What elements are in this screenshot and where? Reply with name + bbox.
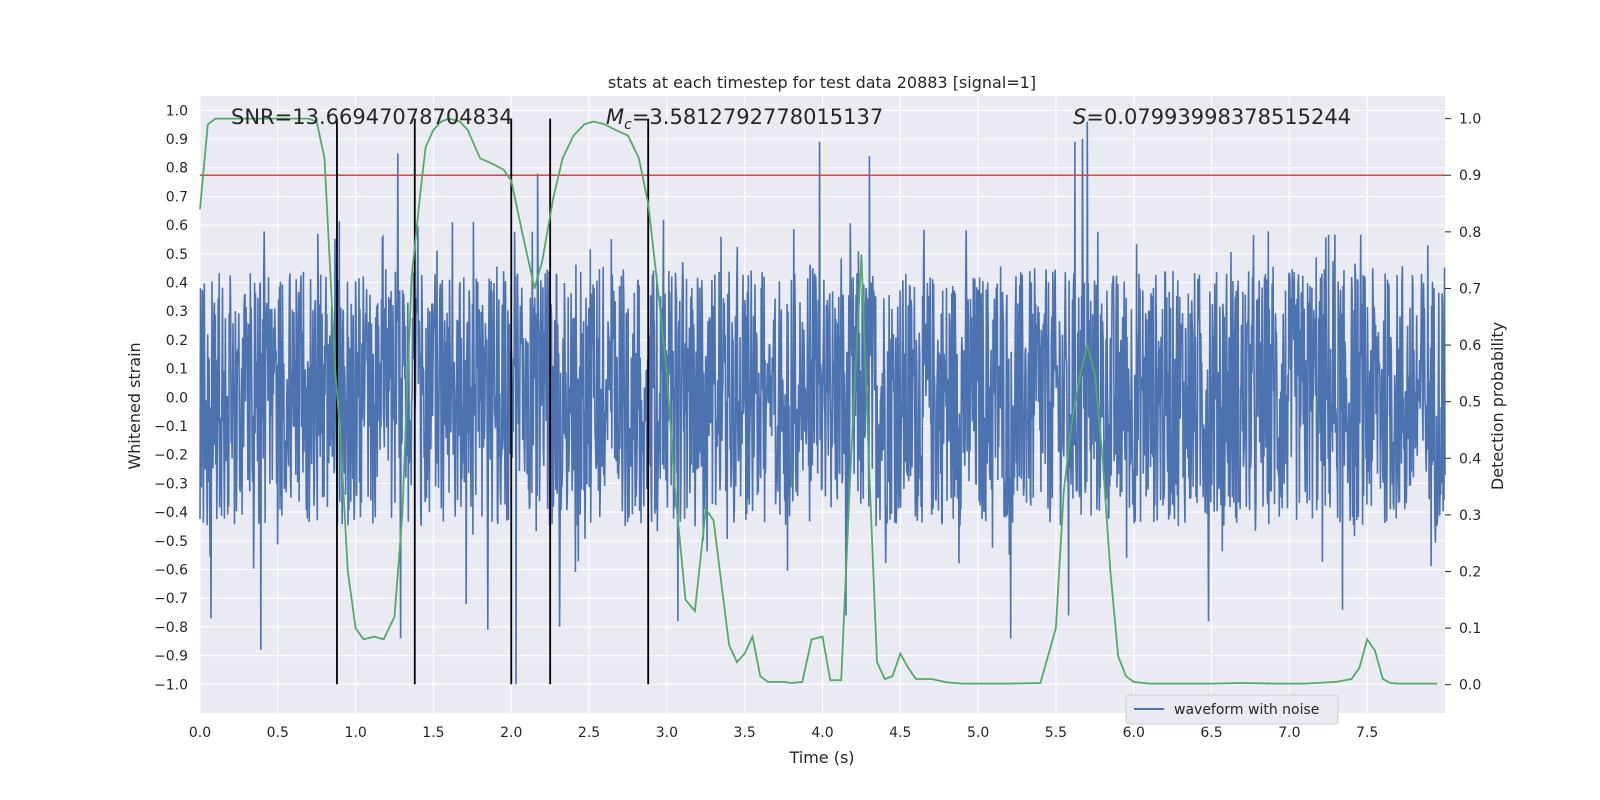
snr-annotation: SNR=13.66947078704834 <box>231 105 513 129</box>
overlay-layer <box>199 117 1445 685</box>
x-tick-label: 2.5 <box>578 725 600 741</box>
y-tick-label: −0.2 <box>154 448 188 464</box>
x-tick-label: 0.0 <box>189 725 211 741</box>
legend: waveform with noise <box>1125 694 1339 725</box>
x-tick-label: 6.0 <box>1123 725 1145 741</box>
x-tick-label: 3.5 <box>734 725 756 741</box>
x-tick-label: 0.5 <box>267 725 289 741</box>
x-tick-label: 4.0 <box>811 725 833 741</box>
y-tick-label: 0.6 <box>166 218 188 234</box>
y2-tick-label: 1.0 <box>1459 112 1481 128</box>
x-tick-label: 5.0 <box>967 725 989 741</box>
chirp-mass-symbol: M <box>606 105 624 129</box>
detection-probability-line <box>199 117 1438 685</box>
y2-tick-label: 0.8 <box>1459 225 1481 241</box>
y2-tick-label: 0.5 <box>1459 395 1481 411</box>
y-tick-label: 0.1 <box>166 362 188 378</box>
y-tick-label: 0.0 <box>166 390 188 406</box>
chirp-mass-value: =3.5812792778015137 <box>632 105 883 129</box>
x-tick-label: 2.0 <box>500 725 522 741</box>
y2-tick-label: 0.2 <box>1459 564 1481 580</box>
x-tick-label: 6.5 <box>1200 725 1222 741</box>
y-tick-label: −0.9 <box>154 649 188 665</box>
y2-tick-label: 0.3 <box>1459 508 1481 524</box>
y-axis-label: Whitened strain <box>125 342 144 469</box>
x-tick-label: 7.0 <box>1278 725 1300 741</box>
chart-title: stats at each timestep for test data 208… <box>608 73 1036 92</box>
y-tick-label: 0.3 <box>166 304 188 320</box>
y2-tick-label: 0.7 <box>1459 281 1481 297</box>
y-tick-label: 0.7 <box>166 189 188 205</box>
x-tick-label: 1.5 <box>422 725 444 741</box>
legend-label-waveform: waveform with noise <box>1174 702 1319 718</box>
y-tick-label: 1.0 <box>166 103 188 119</box>
y-tick-label: −0.5 <box>154 534 188 550</box>
x-tick-label: 7.5 <box>1356 725 1378 741</box>
chirp-mass-annotation: Mc=3.5812792778015137 <box>606 105 883 133</box>
y-tick-label: −0.1 <box>154 419 188 435</box>
y-tick-label: 0.9 <box>166 132 188 148</box>
chirp-mass-subscript: c <box>624 117 632 133</box>
y2-tick-label: 0.0 <box>1459 678 1481 694</box>
y2-tick-label: 0.4 <box>1459 451 1481 467</box>
x-tick-label: 4.5 <box>889 725 911 741</box>
x-tick-label: 3.0 <box>656 725 678 741</box>
y2-tick-label: 0.1 <box>1459 621 1481 637</box>
s-annotation: S=0.07993998378515244 <box>1073 105 1351 129</box>
y-tick-label: −0.4 <box>154 505 188 521</box>
x-tick-label: 1.0 <box>344 725 366 741</box>
y-tick-label: −0.3 <box>154 476 188 492</box>
ticks-layer: 0.0 0.5 1.0 1.5 2.0 2.5 3.0 3.5 4.0 4.5 5.0 5.5 6.0 6… <box>154 103 1481 741</box>
y-tick-label: 0.5 <box>166 247 188 263</box>
x-tick-label: 5.5 <box>1045 725 1067 741</box>
y2-tick-label: 0.9 <box>1459 168 1481 184</box>
y-tick-label: −0.6 <box>154 563 188 579</box>
y-tick-label: −1.0 <box>154 677 188 693</box>
legend-box <box>1125 694 1339 725</box>
x-axis-label: Time (s) <box>788 748 854 767</box>
s-symbol: S <box>1073 105 1086 129</box>
y-tick-label: −0.7 <box>154 591 188 607</box>
y2-tick-label: 0.6 <box>1459 338 1481 354</box>
y-tick-label: −0.8 <box>154 620 188 636</box>
y2-axis-label: Detection probability <box>1488 322 1507 490</box>
s-value: =0.07993998378515244 <box>1086 105 1351 129</box>
y-tick-label: 0.4 <box>166 276 188 292</box>
y-tick-label: 0.2 <box>166 333 188 349</box>
y-tick-label: 0.8 <box>166 161 188 177</box>
